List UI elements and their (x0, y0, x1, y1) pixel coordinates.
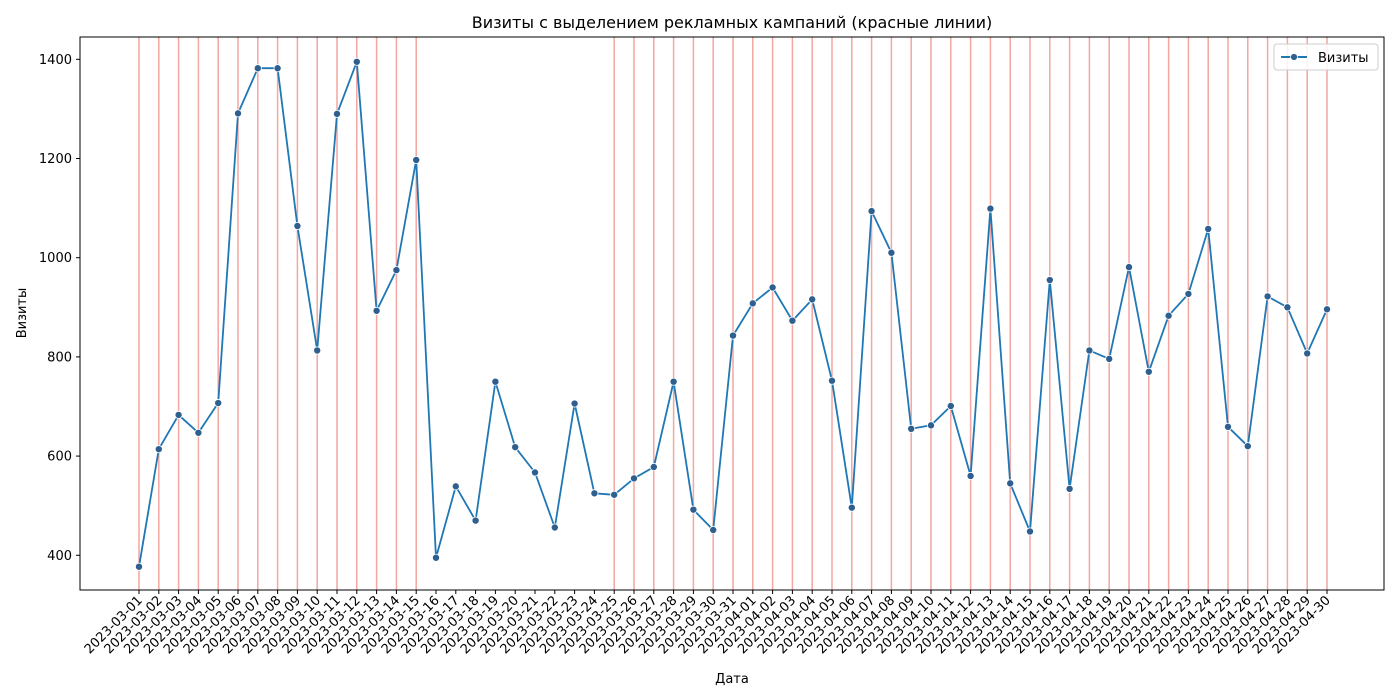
data-point (1263, 292, 1272, 301)
data-point (966, 471, 975, 480)
data-point (1006, 479, 1015, 488)
data-point (1045, 276, 1054, 285)
data-point (491, 377, 500, 386)
data-point (808, 295, 817, 304)
chart-title: Визиты с выделением рекламных кампаний (… (472, 13, 992, 32)
x-axis: 2023-03-012023-03-022023-03-032023-03-04… (82, 590, 1334, 657)
legend: Визиты (1273, 43, 1379, 71)
data-point (570, 399, 579, 408)
legend-entry-visits: Визиты (1318, 51, 1369, 66)
y-tick-label: 800 (47, 350, 72, 365)
data-point (788, 316, 797, 325)
data-point (134, 562, 143, 571)
data-point (392, 266, 401, 275)
y-axis-label: Визиты (15, 288, 30, 339)
data-point (1085, 346, 1094, 355)
data-point (1224, 422, 1233, 431)
legend-marker-swatch (1290, 53, 1298, 61)
data-point (550, 523, 559, 532)
y-tick-label: 400 (47, 549, 72, 564)
data-point (689, 505, 698, 514)
data-point (511, 443, 520, 452)
data-point (590, 489, 599, 498)
data-point (1164, 311, 1173, 320)
data-point (768, 283, 777, 292)
data-point (907, 424, 916, 433)
data-point (154, 445, 163, 454)
data-point (828, 376, 837, 385)
data-point (986, 204, 995, 213)
data-point (412, 155, 421, 164)
data-point (649, 463, 658, 472)
data-point (214, 399, 223, 408)
y-tick-label: 600 (47, 450, 72, 465)
data-point (372, 306, 381, 315)
y-tick-label: 1400 (39, 53, 72, 68)
data-point (531, 468, 540, 477)
data-point (669, 377, 678, 386)
data-point (471, 516, 480, 525)
y-tick-label: 1200 (39, 152, 72, 167)
plot-area-frame (79, 36, 1385, 591)
data-point (847, 503, 856, 512)
data-point (1105, 354, 1114, 363)
data-point (1125, 263, 1134, 272)
data-point (451, 482, 460, 491)
data-point (332, 109, 341, 118)
data-point (313, 346, 322, 355)
data-point (1204, 224, 1213, 233)
legend-box (1273, 43, 1379, 71)
data-point (273, 64, 282, 73)
data-point (1065, 484, 1074, 493)
data-point (867, 207, 876, 216)
data-point (174, 410, 183, 419)
data-point (1303, 349, 1312, 358)
data-point (927, 421, 936, 430)
data-point (1283, 303, 1292, 312)
data-point (709, 525, 718, 534)
data-point (887, 248, 896, 257)
campaign-lines (138, 37, 1328, 590)
data-point (1323, 305, 1332, 314)
data-point (352, 57, 361, 66)
data-point (610, 490, 619, 499)
data-point (1184, 289, 1193, 298)
data-point (1243, 442, 1252, 451)
data-point (729, 331, 738, 340)
data-point (293, 221, 302, 230)
data-point (630, 474, 639, 483)
data-point (748, 299, 757, 308)
series-visits-markers (134, 57, 1332, 571)
data-point (431, 553, 440, 562)
y-tick-label: 1000 (39, 251, 72, 266)
data-point (946, 401, 955, 410)
data-point (1026, 527, 1035, 536)
y-axis: 400 600 800 1000 1200 1400 (39, 53, 80, 564)
x-axis-label: Дата (715, 672, 749, 687)
data-point (194, 428, 203, 437)
data-point (1144, 367, 1153, 376)
data-point (233, 109, 242, 118)
data-point (253, 64, 262, 73)
